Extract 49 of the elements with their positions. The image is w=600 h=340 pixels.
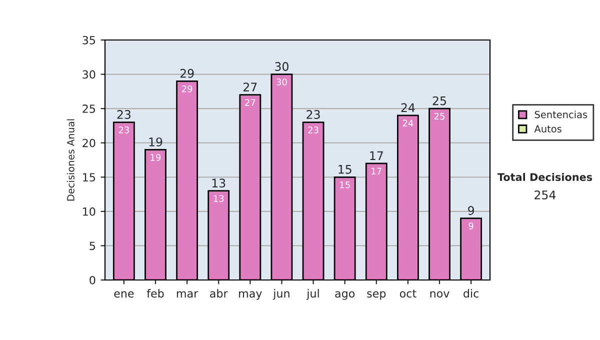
text: Total Decisiones — [497, 172, 592, 182]
legend-label: Autos — [534, 125, 562, 132]
total-label: 25 — [432, 96, 446, 106]
x-tick-label: feb — [146, 289, 164, 298]
data-label: 15 — [340, 182, 350, 188]
y-tick-label: 0 — [90, 276, 96, 284]
x-tick-label: mar — [176, 291, 198, 298]
y-tick-label: 35 — [82, 36, 95, 44]
x-tick-label: ago — [335, 291, 355, 300]
x-tick-label: jun — [272, 289, 290, 300]
data-label: 9 — [468, 222, 474, 230]
x-tick-label: ene — [114, 291, 134, 298]
data-label: 23 — [308, 126, 318, 134]
total-label: 9 — [468, 206, 474, 215]
total-label: 15 — [338, 165, 352, 174]
total-label: 19 — [149, 137, 162, 146]
total-label: 13 — [212, 178, 226, 188]
y-tick-label: 5 — [90, 242, 95, 250]
total-label: 23 — [306, 110, 320, 119]
data-label: 27 — [245, 99, 256, 106]
data-label: 29 — [182, 85, 192, 92]
data-label: 24 — [402, 120, 414, 126]
x-tick-label: abr — [210, 289, 228, 298]
data-label: 25 — [434, 112, 444, 120]
total-label: 17 — [370, 151, 383, 160]
total-label: 24 — [401, 103, 415, 112]
x-tick-label: oct — [400, 290, 416, 298]
y-tick-label: 30 — [82, 70, 96, 79]
data-label: 30 — [276, 78, 287, 86]
total-label: 30 — [275, 62, 288, 71]
x-tick-label: sep — [367, 291, 386, 300]
x-tick-label: may — [239, 291, 262, 300]
x-tick-label: nov — [430, 291, 450, 298]
y-tick-label: 15 — [83, 173, 95, 182]
legend-label: Sentencias — [534, 110, 588, 118]
total-label: 27 — [244, 82, 257, 92]
x-tick-label: dic — [464, 289, 478, 298]
y-axis-title: Decisiones Anual — [66, 119, 74, 201]
data-label: 23 — [118, 126, 129, 134]
total-label: 23 — [117, 110, 130, 119]
total-label: 29 — [180, 68, 194, 78]
x-tick-label: jul — [306, 289, 319, 300]
data-label: 13 — [214, 195, 224, 202]
y-tick-label: 10 — [83, 207, 96, 216]
y-tick-label: 25 — [82, 104, 95, 113]
data-label: 17 — [372, 168, 382, 174]
text: 254 — [534, 190, 556, 200]
data-label: 19 — [150, 154, 161, 161]
y-tick-label: 20 — [82, 138, 96, 148]
